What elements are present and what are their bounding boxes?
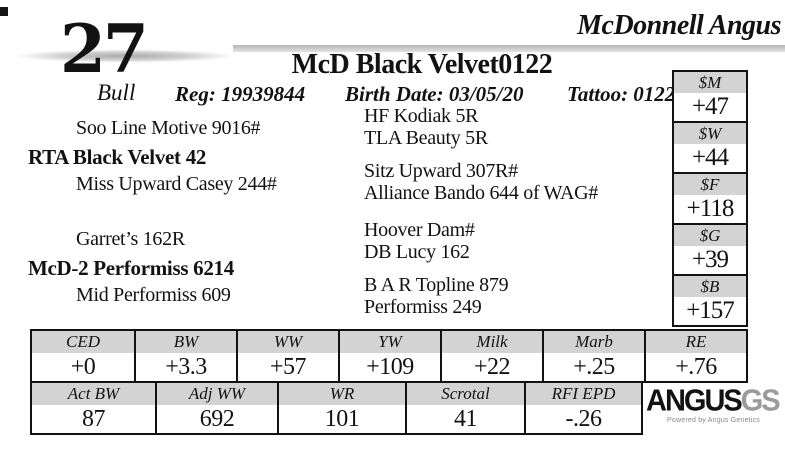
dollar-b-label: $B	[674, 276, 746, 297]
angus-gs-logo: ANGUSGS Powered by Angus Genetics	[646, 384, 781, 424]
lot-number: 27	[60, 10, 149, 88]
perf-header-adj-ww: Adj WW	[155, 383, 277, 405]
dollar-g-value: +39	[674, 246, 746, 274]
registration-number: Reg: 19939844	[175, 82, 306, 106]
epd-value-re: +.76	[644, 353, 746, 381]
epd-value-milk: +22	[440, 353, 542, 381]
sire-ancestor: Alliance Bando 644 of WAG#	[364, 182, 599, 204]
sire-ancestor: Sitz Upward 307R#	[364, 160, 518, 182]
perf-value-scrotal: 41	[405, 405, 524, 433]
epd-header-bw: BW	[134, 331, 236, 353]
tattoo-number: Tattoo: 0122	[567, 82, 676, 106]
dollar-f-label: $F	[674, 174, 746, 195]
dollar-value-row: $G +39	[674, 225, 746, 276]
dam-ancestor: DB Lucy 162	[364, 241, 470, 263]
dollar-w-label: $W	[674, 123, 746, 144]
birth-date: Birth Date: 03/05/20	[345, 82, 524, 106]
dollar-b-value: +157	[674, 297, 746, 325]
epd-value-yw: +109	[338, 353, 440, 381]
dollar-value-column: $M +47 $W +44 $F +118 $G +39 $B +157	[672, 70, 748, 327]
breeder-name: McDonnell Angus	[577, 10, 781, 41]
epd-header-ced: CED	[32, 331, 134, 353]
perf-value-rfi-epd: -.26	[524, 405, 641, 433]
animal-name: McD Black Velvet0122	[291, 49, 553, 80]
angus-gs-logo-tagline: Powered by Angus Genetics	[667, 416, 760, 424]
perf-header-wr: WR	[277, 383, 405, 405]
perf-header-scrotal: Scrotal	[405, 383, 524, 405]
epd-header-ww: WW	[236, 331, 338, 353]
epd-header-yw: YW	[338, 331, 440, 353]
dam-ancestor: Hoover Dam#	[364, 219, 475, 241]
perf-header-rfi-epd: RFI EPD	[524, 383, 641, 405]
epd-value-ced: +0	[32, 353, 134, 381]
dollar-value-row: $F +118	[674, 174, 746, 225]
print-corner-mark	[0, 7, 8, 16]
perf-header-act-bw: Act BW	[32, 383, 155, 405]
dam-ancestor: B A R Topline 879	[364, 274, 509, 296]
perf-value-adj-ww: 692	[155, 405, 277, 433]
sire-grandsire: Soo Line Motive 9016#	[76, 117, 261, 139]
dollar-w-value: +44	[674, 144, 746, 172]
angus-gs-logo-angus: ANGUS	[646, 384, 743, 418]
dollar-value-row: $B +157	[674, 276, 746, 325]
performance-table: Act BW Adj WW WR Scrotal RFI EPD 87 692 …	[30, 381, 643, 435]
epd-value-bw: +3.3	[134, 353, 236, 381]
epd-header-re: RE	[644, 331, 746, 353]
dollar-f-value: +118	[674, 195, 746, 223]
animal-sex: Bull	[97, 80, 136, 105]
epd-table: CED BW WW YW Milk Marb RE +0 +3.3 +57 +1…	[30, 329, 748, 383]
sire-ancestor: HF Kodiak 5R	[364, 105, 479, 127]
dollar-g-label: $G	[674, 225, 746, 246]
dollar-m-value: +47	[674, 93, 746, 121]
epd-header-marb: Marb	[542, 331, 644, 353]
dollar-m-label: $M	[674, 72, 746, 93]
epd-header-milk: Milk	[440, 331, 542, 353]
dam-ancestor: Performiss 249	[364, 296, 482, 318]
dollar-value-row: $W +44	[674, 123, 746, 174]
dollar-value-row: $M +47	[674, 72, 746, 123]
epd-value-ww: +57	[236, 353, 338, 381]
epd-value-marb: +.25	[542, 353, 644, 381]
header-rule	[233, 45, 785, 52]
dam-grandsire: Garret’s 162R	[76, 228, 185, 250]
sire-ancestor: TLA Beauty 5R	[364, 127, 488, 149]
angus-gs-logo-wordmark: ANGUSGS	[646, 384, 781, 418]
dam-name: McD-2 Performiss 6214	[28, 256, 234, 280]
perf-value-act-bw: 87	[32, 405, 155, 433]
sire-name: RTA Black Velvet 42	[28, 145, 207, 169]
lot-number-swoosh	[10, 49, 240, 63]
perf-value-wr: 101	[277, 405, 405, 433]
angus-gs-logo-gs: GS	[740, 384, 781, 418]
dam-granddam: Mid Performiss 609	[76, 284, 231, 306]
sire-granddam: Miss Upward Casey 244#	[76, 173, 277, 195]
